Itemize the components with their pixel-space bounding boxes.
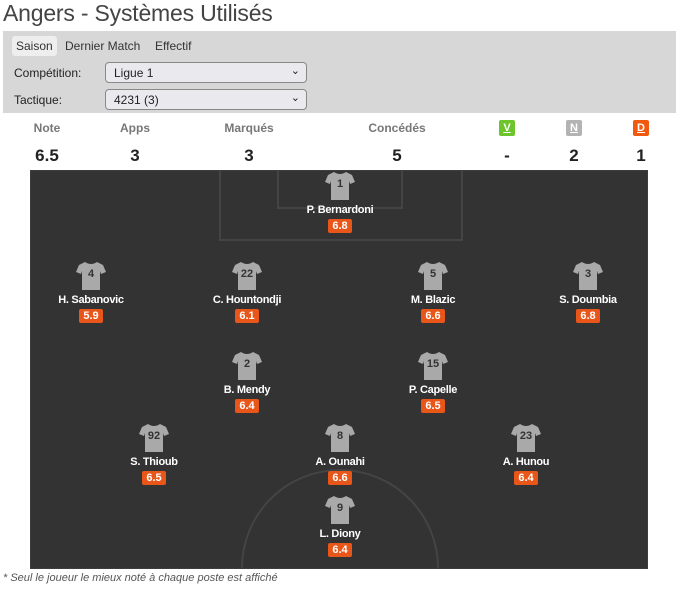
draws-badge[interactable]: N xyxy=(566,120,582,136)
player-card[interactable]: 8 A. Ounahi 6.6 xyxy=(280,424,400,486)
stat-apps-label: Apps xyxy=(120,121,150,135)
competition-select[interactable]: Ligue 1 ⌄ xyxy=(105,62,307,83)
stat-note-label: Note xyxy=(33,121,61,135)
competition-value: Ligue 1 xyxy=(114,66,154,80)
rating-badge: 6.8 xyxy=(328,219,352,233)
shirt-icon: 8 xyxy=(325,424,355,452)
rating-badge: 6.1 xyxy=(235,309,259,323)
rating-badge: 6.6 xyxy=(421,309,445,323)
rating-badge: 6.4 xyxy=(235,399,259,413)
tactic-label: Tactique: xyxy=(14,93,63,107)
shirt-icon: 2 xyxy=(232,352,262,380)
player-name: S. Doumbia xyxy=(559,294,617,306)
penalty-box xyxy=(219,171,463,241)
tab-saison[interactable]: Saison xyxy=(12,36,57,56)
player-name: C. Hountondji xyxy=(212,294,282,306)
player-card[interactable]: 22 C. Hountondji 6.1 xyxy=(187,262,307,324)
shirt-icon: 3 xyxy=(573,262,603,290)
chevron-down-icon: ⌄ xyxy=(290,65,300,77)
center-circle xyxy=(241,469,439,568)
player-card[interactable]: 5 M. Blazic 6.6 xyxy=(373,262,493,324)
player-card[interactable]: 92 S. Thioub 6.5 xyxy=(94,424,214,486)
player-name: A. Hunou xyxy=(502,456,550,468)
shirt-number: 15 xyxy=(427,358,439,370)
stat-apps-value: 3 xyxy=(130,146,140,165)
shirt-number: 92 xyxy=(148,430,160,442)
shirt-icon: 5 xyxy=(418,262,448,290)
shirt-icon: 92 xyxy=(139,424,169,452)
stat-scored-value: 3 xyxy=(244,146,254,165)
wins-badge[interactable]: V xyxy=(499,120,515,136)
shirt-icon: 15 xyxy=(418,352,448,380)
player-card[interactable]: 9 L. Diony 6.4 xyxy=(280,496,400,558)
shirt-icon: 1 xyxy=(325,172,355,200)
tab-effectif[interactable]: Effectif xyxy=(155,39,192,53)
player-name: P. Bernardoni xyxy=(306,204,374,216)
player-card[interactable]: 1 P. Bernardoni 6.8 xyxy=(280,172,400,234)
rating-badge: 6.4 xyxy=(328,543,352,557)
shirt-number: 8 xyxy=(337,430,343,442)
player-name: A. Ounahi xyxy=(315,456,365,468)
wins-value: - xyxy=(504,146,510,165)
shirt-number: 1 xyxy=(337,178,343,190)
shirt-number: 22 xyxy=(241,268,253,280)
player-name: H. Sabanovic xyxy=(58,294,124,306)
shirt-number: 2 xyxy=(244,358,250,370)
player-name: M. Blazic xyxy=(410,294,456,306)
losses-badge[interactable]: D xyxy=(633,120,649,136)
page-title: Angers - Systèmes Utilisés xyxy=(3,0,273,26)
competition-label: Compétition: xyxy=(14,66,82,80)
rating-badge: 6.6 xyxy=(328,471,352,485)
rating-badge: 6.8 xyxy=(576,309,600,323)
rating-badge: 6.5 xyxy=(421,399,445,413)
tab-dernier-match[interactable]: Dernier Match xyxy=(65,39,141,53)
draws-value: 2 xyxy=(569,146,579,165)
shirt-number: 3 xyxy=(585,268,591,280)
stat-note-value: 6.5 xyxy=(35,146,59,165)
goal-box xyxy=(277,171,403,209)
player-name: B. Mendy xyxy=(223,384,271,396)
shirt-icon: 4 xyxy=(76,262,106,290)
tactic-value: 4231 (3) xyxy=(114,93,159,107)
losses-value: 1 xyxy=(636,146,646,165)
player-name: P. Capelle xyxy=(408,384,458,396)
player-card[interactable]: 3 S. Doumbia 6.8 xyxy=(528,262,647,324)
rating-badge: 6.4 xyxy=(514,471,538,485)
stat-conceded-value: 5 xyxy=(392,146,402,165)
footnote: * Seul le joueur le mieux noté à chaque … xyxy=(3,572,278,584)
rating-badge: 5.9 xyxy=(79,309,103,323)
player-card[interactable]: 2 B. Mendy 6.4 xyxy=(187,352,307,414)
player-name: L. Diony xyxy=(319,528,361,540)
shirt-number: 23 xyxy=(520,430,532,442)
stat-conceded-label: Concédés xyxy=(368,121,426,135)
filter-panel: Saison Dernier Match Effectif Compétitio… xyxy=(3,31,676,113)
player-name: S. Thioub xyxy=(130,456,178,468)
shirt-icon: 22 xyxy=(232,262,262,290)
shirt-number: 5 xyxy=(430,268,436,280)
shirt-number: 9 xyxy=(337,502,343,514)
stat-scored-label: Marqués xyxy=(224,121,274,135)
shirt-icon: 23 xyxy=(511,424,541,452)
player-card[interactable]: 23 A. Hunou 6.4 xyxy=(466,424,586,486)
player-card[interactable]: 15 P. Capelle 6.5 xyxy=(373,352,493,414)
shirt-number: 4 xyxy=(88,268,95,280)
rating-badge: 6.5 xyxy=(142,471,166,485)
pitch: 1 P. Bernardoni 6.8 4 H. Sabanovic 5.9 22 C. Ho… xyxy=(30,170,648,569)
shirt-icon: 9 xyxy=(325,496,355,524)
chevron-down-icon: ⌄ xyxy=(290,92,300,104)
tactic-select[interactable]: 4231 (3) ⌄ xyxy=(105,89,307,110)
player-card[interactable]: 4 H. Sabanovic 5.9 xyxy=(31,262,151,324)
